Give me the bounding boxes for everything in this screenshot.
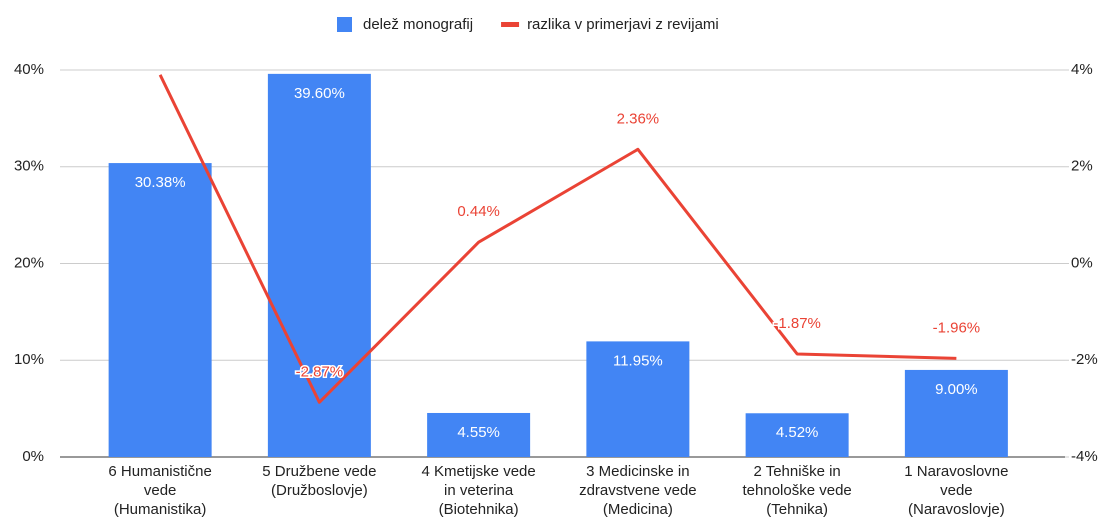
legend-swatch xyxy=(501,22,520,27)
bar xyxy=(427,412,531,457)
bar-label: 11.95% xyxy=(613,352,663,369)
legend-swatch xyxy=(337,17,352,32)
legend-label: delež monografij xyxy=(363,16,473,33)
x-tick-label: 4 Kmetijske vede in veterina (Biotehnika) xyxy=(422,463,536,518)
line-label: 2.36% xyxy=(617,110,660,127)
bar-label: 30.38% xyxy=(135,174,186,191)
bar-label: 39.60% xyxy=(294,85,345,102)
bar xyxy=(267,73,371,458)
line xyxy=(158,74,957,404)
x-tick-label: 2 Tehniške in tehnološke vede (Tehnika) xyxy=(743,463,852,518)
legend-label: razlika v primerjavi z revijami xyxy=(527,16,719,33)
bar xyxy=(745,413,849,457)
bar-label: 9.00% xyxy=(935,381,978,398)
line-label: -2.87% xyxy=(296,363,344,380)
y-tick-label: 20% xyxy=(14,254,44,271)
line-label: -1.87% xyxy=(773,315,821,332)
x-tick-label: 1 Naravoslovne vede (Naravoslovje) xyxy=(904,463,1008,518)
line-label: 0.44% xyxy=(457,203,500,220)
bar-label: 4.55% xyxy=(457,424,500,441)
line-label: -1.96% xyxy=(933,319,981,336)
bar xyxy=(108,163,212,458)
y2-tick-label: 2% xyxy=(1071,158,1093,175)
y-tick-label: 40% xyxy=(14,61,44,78)
y2-tick-label: -4% xyxy=(1071,448,1098,465)
y-tick-label: 10% xyxy=(14,351,44,368)
x-tick-label: 3 Medicinske in zdravstvene vede (Medicina… xyxy=(579,463,697,518)
y-tick-label: 30% xyxy=(14,158,44,175)
x-tick-label: 5 Družbene vede (Družboslovje) xyxy=(262,463,376,499)
y2-tick-label: 0% xyxy=(1071,254,1093,271)
bar-label: 4.52% xyxy=(776,424,819,441)
y2-tick-label: -2% xyxy=(1071,351,1098,368)
bar xyxy=(904,369,1008,457)
y2-tick-label: 4% xyxy=(1071,61,1093,78)
x-tick-label: 6 Humanistične vede (Humanistika) xyxy=(108,463,211,518)
bar xyxy=(586,341,690,457)
y-tick-label: 0% xyxy=(22,448,44,465)
